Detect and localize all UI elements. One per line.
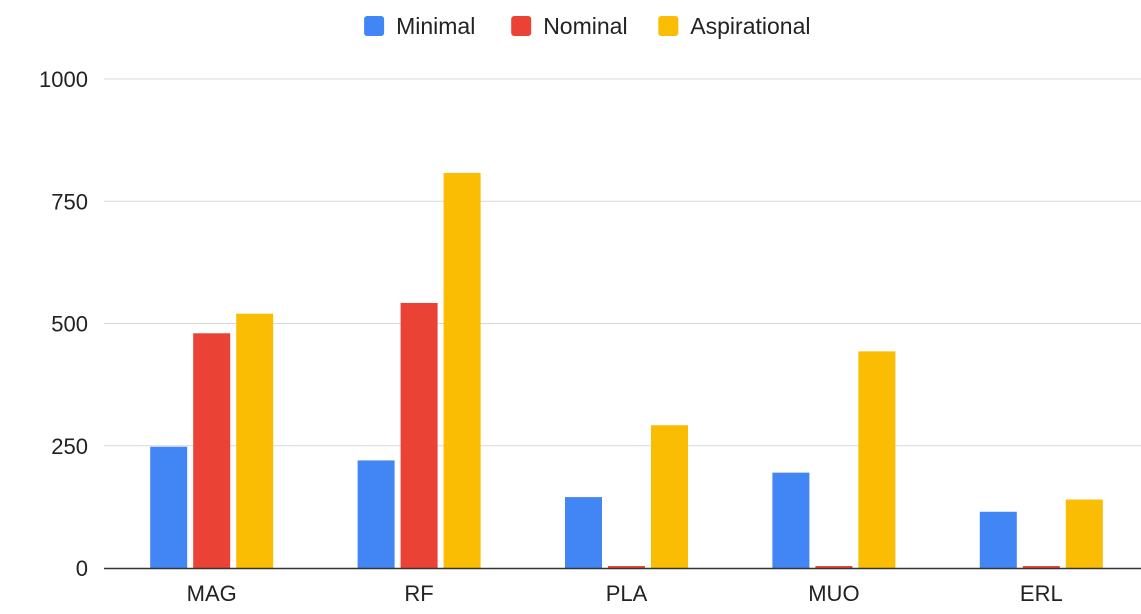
bar-nominal-mag (193, 333, 231, 568)
bar-minimal-erl (979, 511, 1017, 568)
bar-nominal-erl (1022, 566, 1060, 568)
legend-swatch-nominal (511, 16, 532, 36)
x-tick-label: PLA (606, 581, 648, 606)
bar-aspirational-mag (236, 313, 274, 568)
legend-swatch-aspirational (658, 16, 679, 36)
x-tick-label: MUO (808, 581, 859, 606)
bar-minimal-mag (150, 446, 188, 568)
legend-swatch-minimal (364, 16, 385, 36)
legend-label-nominal: Nominal (543, 13, 627, 39)
legend-label-minimal: Minimal (396, 13, 475, 39)
y-tick-label: 500 (51, 312, 88, 337)
bar-aspirational-erl (1065, 499, 1103, 568)
gridlines (104, 78, 1141, 447)
bar-aspirational-pla (651, 425, 688, 568)
bars (150, 172, 1103, 568)
x-tick-label: ERL (1020, 581, 1063, 606)
x-tick-label: MAG (187, 581, 237, 606)
bar-minimal-pla (565, 497, 602, 568)
y-tick-label: 0 (76, 556, 88, 581)
axes: 0 250 500 750 1000 MAG RF PLA MUO ERL (39, 67, 1141, 606)
bar-aspirational-rf (443, 172, 481, 568)
x-tick-label: RF (404, 581, 433, 606)
bar-minimal-rf (357, 460, 395, 568)
bar-nominal-muo (815, 566, 853, 568)
legend-label-aspirational: Aspirational (690, 13, 810, 39)
y-tick-label: 1000 (39, 67, 88, 92)
bar-nominal-rf (400, 302, 438, 568)
y-tick-label: 250 (51, 434, 88, 459)
bar-minimal-muo (772, 472, 810, 568)
y-tick-label: 750 (51, 189, 88, 214)
bar-aspirational-muo (858, 351, 896, 568)
bar-nominal-pla (608, 566, 645, 568)
legend: Minimal Nominal Aspirational (364, 13, 810, 39)
